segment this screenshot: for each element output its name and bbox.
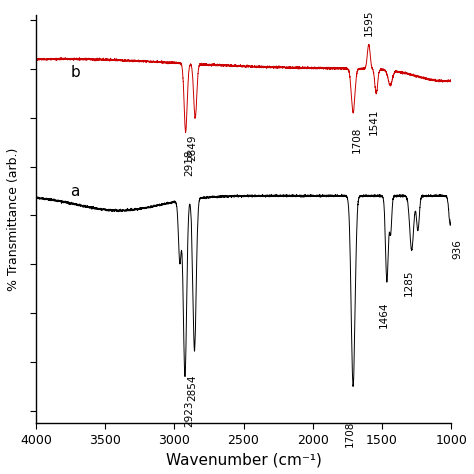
Y-axis label: % Transmittance (arb.): % Transmittance (arb.) (7, 147, 20, 291)
Text: 1595: 1595 (364, 9, 374, 36)
Text: 2918: 2918 (184, 149, 194, 176)
Text: 936: 936 (453, 239, 463, 259)
Text: a: a (71, 184, 80, 200)
Text: 1708: 1708 (345, 420, 355, 447)
Text: 1708: 1708 (352, 127, 362, 153)
Text: 2849: 2849 (188, 134, 198, 161)
X-axis label: Wavenumber (cm⁻¹): Wavenumber (cm⁻¹) (165, 452, 321, 467)
Text: 1285: 1285 (404, 270, 414, 296)
Text: 2854: 2854 (187, 374, 197, 401)
Text: 1464: 1464 (379, 301, 389, 328)
Text: b: b (71, 65, 80, 80)
Text: 1541: 1541 (369, 109, 379, 135)
Text: 2923: 2923 (184, 401, 194, 428)
